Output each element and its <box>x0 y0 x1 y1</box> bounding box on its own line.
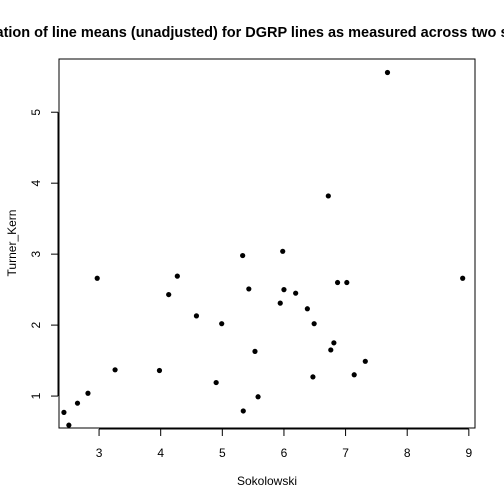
data-point <box>334 279 341 286</box>
data-point <box>240 408 246 414</box>
data-point <box>74 400 81 406</box>
data-point <box>85 390 91 396</box>
data-point <box>246 286 252 292</box>
y-axis: 1 2 3 4 5 <box>29 109 59 399</box>
data-point <box>328 347 334 353</box>
data-point <box>94 275 100 281</box>
data-points <box>61 69 466 428</box>
data-point <box>384 69 391 76</box>
data-point <box>277 300 283 306</box>
data-point <box>61 409 67 415</box>
data-point <box>293 290 299 296</box>
data-point <box>344 279 350 286</box>
y-tick-label: 3 <box>29 250 43 257</box>
data-point <box>156 367 163 374</box>
data-point <box>281 287 287 293</box>
y-tick-label: 1 <box>29 392 43 399</box>
data-point <box>255 394 261 400</box>
data-point <box>460 275 466 281</box>
data-point <box>112 367 118 373</box>
data-point <box>219 321 225 327</box>
data-point <box>331 340 337 346</box>
y-tick-label: 4 <box>29 180 43 187</box>
x-tick-label: 9 <box>465 446 472 460</box>
y-tick-label: 2 <box>29 321 43 328</box>
data-point <box>351 372 357 378</box>
x-tick-label: 4 <box>157 446 164 460</box>
data-point <box>66 422 72 428</box>
x-tick-label: 7 <box>342 446 349 460</box>
data-point <box>174 273 180 279</box>
data-point <box>311 321 317 327</box>
x-tick-label: 8 <box>404 446 411 460</box>
plot-frame <box>58 58 476 429</box>
x-axis: 3 4 5 6 7 8 9 <box>96 428 472 460</box>
data-point <box>240 252 246 259</box>
data-point <box>213 379 219 386</box>
y-tick-label: 5 <box>29 109 43 116</box>
data-point <box>310 374 316 380</box>
data-point <box>304 306 310 312</box>
x-tick-label: 6 <box>281 446 288 460</box>
data-point <box>193 313 200 319</box>
x-tick-label: 5 <box>219 446 226 460</box>
x-tick-label: 3 <box>96 446 103 460</box>
data-point <box>252 348 258 354</box>
x-axis-label: Sokolowski <box>237 474 297 488</box>
y-axis-label: Turner_Kern <box>5 210 19 277</box>
data-point <box>325 193 331 199</box>
data-point <box>362 358 368 364</box>
chart-title: Correlation of line means (unadjusted) f… <box>0 25 504 41</box>
data-point <box>280 248 286 254</box>
data-point <box>166 291 172 298</box>
